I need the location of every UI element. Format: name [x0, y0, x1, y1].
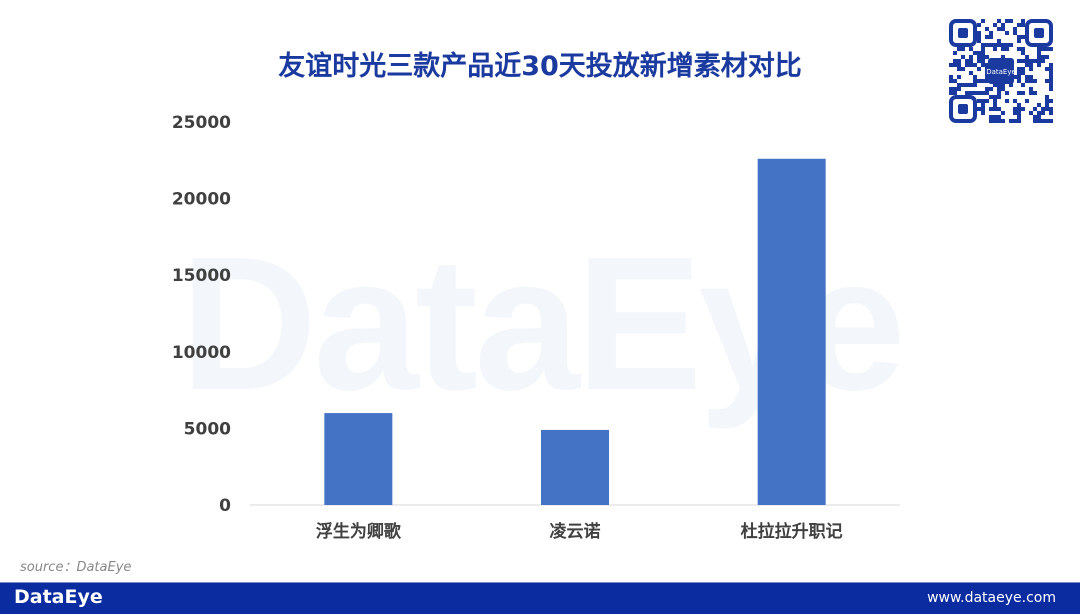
- footer-bar: DataEye www.dataeye.com: [0, 582, 1080, 614]
- bar: [757, 158, 826, 505]
- svg-text:DataEye: DataEye: [986, 68, 1016, 76]
- chart-title: 友谊时光三款产品近30天投放新增素材对比: [278, 51, 802, 82]
- x-tick-label: 浮生为卿歌: [316, 521, 402, 542]
- y-tick-label: 0: [219, 496, 231, 516]
- bar: [541, 429, 609, 505]
- footer-logo: DataEye: [14, 586, 103, 608]
- y-tick-label: 5000: [184, 419, 231, 439]
- bar: [324, 413, 393, 505]
- x-tick-label: 凌云诺: [550, 521, 601, 542]
- x-tick-label: 杜拉拉升职记: [741, 521, 843, 542]
- source-note: source：DataEye: [20, 560, 132, 575]
- y-tick-label: 25000: [172, 113, 231, 133]
- footer-url[interactable]: www.dataeye.com: [927, 590, 1056, 606]
- y-tick-label: 20000: [172, 190, 231, 210]
- y-tick-label: 15000: [172, 266, 231, 286]
- qr-code: DataEye: [949, 19, 1053, 123]
- y-tick-label: 10000: [172, 343, 231, 363]
